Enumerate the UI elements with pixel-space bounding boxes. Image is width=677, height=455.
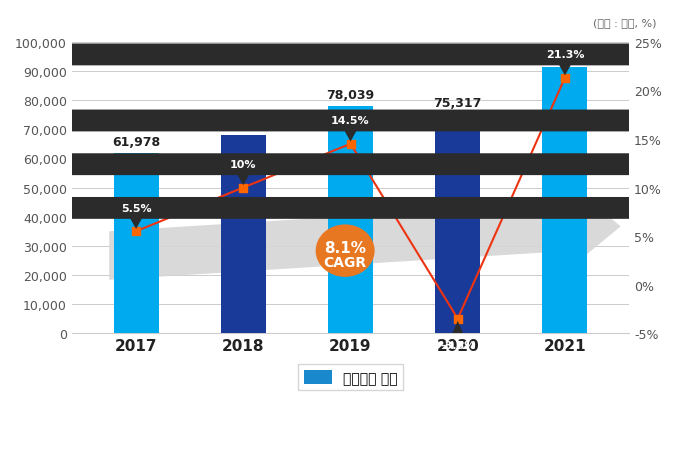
Polygon shape (559, 65, 571, 76)
Text: 78,039: 78,039 (326, 89, 374, 102)
Ellipse shape (315, 225, 374, 277)
Bar (542, 68, 588, 334)
Point (452, 315, 463, 323)
Bar (328, 106, 373, 334)
Text: 8.1%: 8.1% (324, 241, 366, 256)
Text: 5.5%: 5.5% (121, 203, 152, 213)
FancyBboxPatch shape (0, 334, 677, 356)
Polygon shape (573, 188, 621, 266)
Text: (단위 : 억원, %): (단위 : 억원, %) (593, 18, 657, 28)
Text: 91,341: 91,341 (541, 51, 589, 64)
Legend: 국내시장 규모: 국내시장 규모 (298, 364, 403, 390)
Bar (221, 135, 266, 334)
FancyBboxPatch shape (0, 45, 677, 66)
Polygon shape (237, 174, 250, 186)
Polygon shape (109, 202, 573, 280)
Text: -3.5%: -3.5% (440, 340, 475, 350)
Text: 10%: 10% (230, 160, 257, 170)
Point (238, 184, 248, 192)
Polygon shape (452, 321, 464, 336)
Point (131, 228, 141, 235)
FancyBboxPatch shape (0, 110, 677, 132)
Polygon shape (344, 131, 357, 142)
Text: 75,317: 75,317 (433, 97, 482, 110)
Text: 61,978: 61,978 (112, 136, 160, 149)
FancyBboxPatch shape (0, 154, 677, 176)
Bar (435, 115, 480, 334)
Text: 68,179: 68,179 (219, 118, 267, 131)
Text: CAGR: CAGR (324, 256, 367, 270)
Text: 14.5%: 14.5% (331, 116, 370, 126)
Polygon shape (129, 218, 142, 229)
Bar (114, 153, 158, 334)
FancyBboxPatch shape (0, 197, 677, 219)
Point (345, 141, 356, 148)
Text: 21.3%: 21.3% (546, 51, 584, 61)
Point (559, 75, 570, 82)
